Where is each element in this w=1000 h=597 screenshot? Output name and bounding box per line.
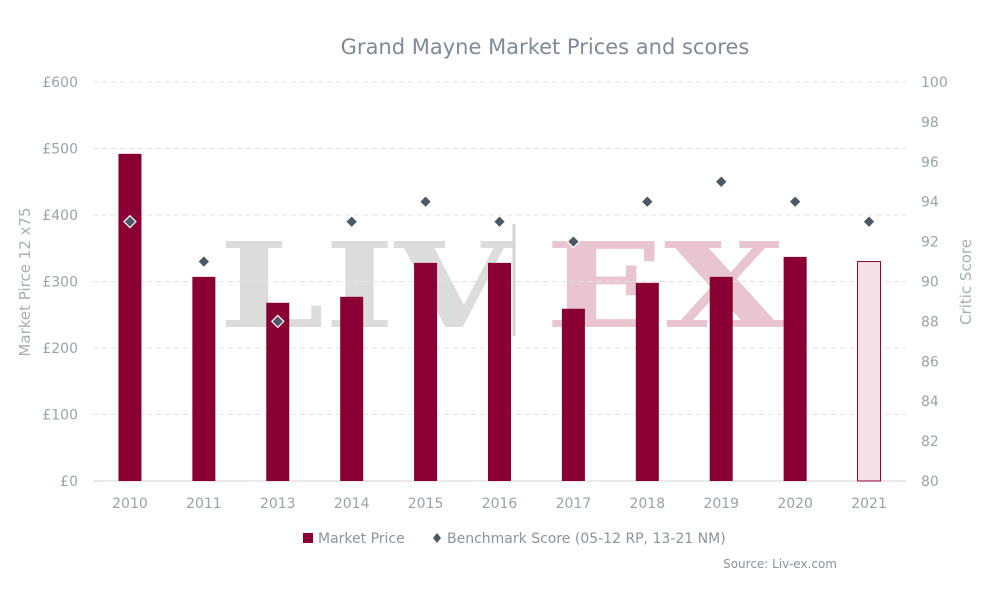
source-note: Source: Liv-ex.com bbox=[723, 557, 837, 571]
benchmark-score-point bbox=[640, 194, 655, 209]
x-tick-label: 2010 bbox=[112, 496, 148, 512]
y-right-tick-label: 100 bbox=[921, 75, 948, 91]
y-axis-right: 80 82 84 86 88 90 92 94 96 98 100 bbox=[921, 75, 948, 490]
y-right-tick-label: 80 bbox=[921, 474, 939, 490]
market-price-bar bbox=[192, 276, 216, 481]
x-tick-label: 2020 bbox=[777, 496, 813, 512]
x-axis: 2010 2011 2013 2014 2015 2016 2017 2018 2019 2020… bbox=[112, 496, 887, 512]
y-left-tick-label: £400 bbox=[42, 208, 78, 224]
y-left-tick-label: £200 bbox=[42, 341, 78, 357]
watermark-liv: LIV bbox=[219, 216, 514, 355]
y-right-tick-label: 92 bbox=[921, 235, 939, 251]
y-right-tick-label: 94 bbox=[921, 195, 939, 211]
benchmark-score-point bbox=[344, 214, 359, 229]
x-tick-label: 2015 bbox=[408, 496, 444, 512]
y-right-tick-label: 82 bbox=[921, 434, 939, 450]
y-axis-left-title: Market Pirce 12 x75 bbox=[16, 207, 34, 356]
market-price-bar bbox=[266, 302, 290, 481]
benchmark-score-point bbox=[418, 194, 433, 209]
legend-label-benchmark-score: Benchmark Score (05-12 RP, 13-21 NM) bbox=[447, 531, 726, 547]
y-right-tick-label: 90 bbox=[921, 275, 939, 291]
x-tick-label: 2011 bbox=[186, 496, 222, 512]
chart-title: Grand Mayne Market Prices and scores bbox=[341, 35, 750, 59]
y-right-tick-label: 88 bbox=[921, 314, 939, 330]
legend-swatch-benchmark-score bbox=[433, 533, 441, 543]
x-tick-label: 2017 bbox=[556, 496, 592, 512]
x-tick-label: 2016 bbox=[482, 496, 518, 512]
market-price-bar bbox=[414, 262, 438, 481]
bars bbox=[118, 153, 882, 482]
score-points bbox=[123, 174, 876, 329]
y-right-tick-label: 86 bbox=[921, 354, 939, 370]
y-left-tick-label: £0 bbox=[60, 474, 78, 490]
benchmark-score-point bbox=[566, 234, 581, 249]
y-left-tick-label: £100 bbox=[42, 408, 78, 424]
y-axis-left: £0 £100 £200 £300 £400 £500 £600 bbox=[42, 75, 78, 490]
y-left-tick-label: £300 bbox=[42, 275, 78, 291]
market-price-bar bbox=[561, 308, 585, 481]
y-left-tick-label: £600 bbox=[42, 75, 78, 91]
benchmark-score-point bbox=[270, 314, 285, 329]
legend-swatch-market-price bbox=[303, 533, 313, 543]
x-tick-label: 2013 bbox=[260, 496, 296, 512]
x-tick-label: 2014 bbox=[334, 496, 370, 512]
market-price-bar bbox=[709, 276, 733, 481]
market-price-bar bbox=[340, 296, 364, 481]
benchmark-score-point bbox=[197, 254, 211, 269]
x-tick-label: 2018 bbox=[629, 496, 665, 512]
legend: Market Price Benchmark Score (05-12 RP, … bbox=[303, 531, 726, 547]
market-price-bar bbox=[783, 256, 807, 481]
y-right-tick-label: 84 bbox=[921, 394, 939, 410]
benchmark-score-point bbox=[123, 214, 137, 229]
market-price-bar bbox=[635, 282, 659, 481]
x-tick-label: 2019 bbox=[703, 496, 739, 512]
y-left-tick-label: £500 bbox=[42, 142, 78, 158]
benchmark-score-point bbox=[714, 174, 729, 189]
market-price-bar bbox=[857, 261, 882, 482]
benchmark-score-point bbox=[492, 214, 507, 229]
y-right-tick-label: 96 bbox=[921, 155, 939, 171]
market-price-bar bbox=[488, 262, 511, 481]
watermark-ex: EX bbox=[545, 216, 786, 355]
y-axis-right-title: Critic Score bbox=[957, 239, 975, 325]
y-right-tick-label: 98 bbox=[921, 115, 939, 131]
market-price-bar bbox=[118, 153, 142, 481]
benchmark-score-point bbox=[862, 214, 876, 229]
benchmark-score-point bbox=[788, 194, 802, 209]
legend-label-market-price: Market Price bbox=[318, 531, 405, 547]
x-tick-label: 2021 bbox=[851, 496, 887, 512]
